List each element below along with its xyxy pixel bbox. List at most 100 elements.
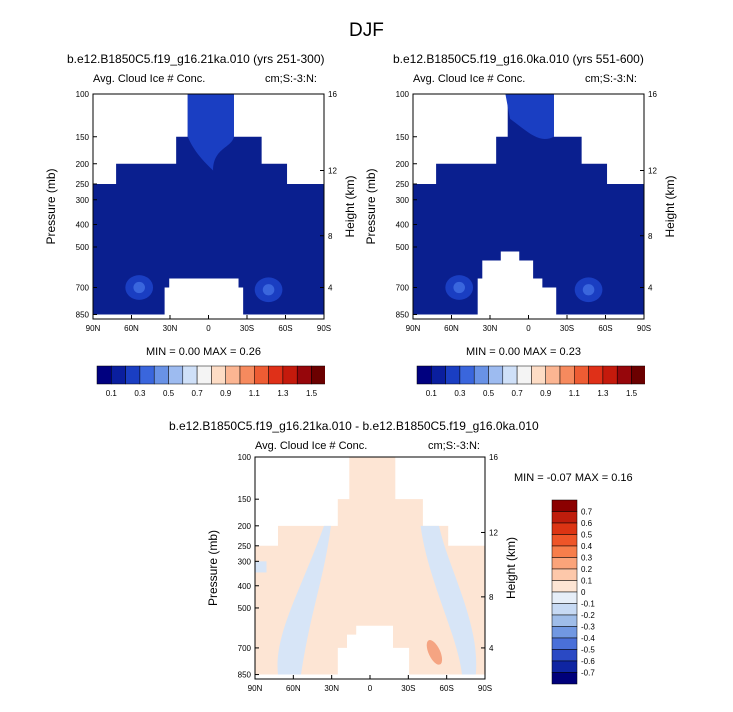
colorbar-label: 0.5 — [581, 531, 593, 540]
lat-tick-label: 60S — [440, 684, 454, 693]
upper-core-region — [187, 94, 234, 171]
pressure-tick-label: 850 — [396, 311, 410, 320]
pressure-tick-label: 500 — [396, 243, 410, 252]
colorbar-swatch — [431, 365, 446, 385]
colorbar-swatch — [551, 568, 578, 581]
pressure-tick-label: 400 — [76, 221, 90, 230]
colorbar-swatch — [488, 365, 504, 385]
pressure-tick-label: 200 — [76, 160, 90, 169]
lat-tick-label: 90S — [317, 324, 331, 333]
colorbar-label: -0.2 — [581, 611, 595, 620]
colorbar-swatch — [551, 499, 578, 512]
height-tick-label: 12 — [489, 528, 498, 537]
pressure-tick-label: 100 — [396, 90, 410, 99]
colorbar-swatch — [551, 591, 578, 604]
colorbar-swatch — [551, 511, 578, 524]
colorbar-swatch — [445, 365, 461, 385]
pressure-tick-label: 250 — [396, 180, 410, 189]
height-tick-label: 16 — [489, 453, 498, 462]
height-tick-label: 12 — [328, 167, 337, 176]
pressure-tick-label: 850 — [76, 311, 90, 320]
colorbar-swatch — [631, 365, 645, 385]
lat-tick-label: 30N — [324, 684, 339, 693]
colorbar-label: -0.4 — [581, 634, 595, 643]
pressure-tick-label: 700 — [396, 284, 410, 293]
panel-2-case-title: b.e12.B1850C5.f19_g16.0ka.010 (yrs 551-6… — [393, 52, 644, 66]
panel-3-case-title: b.e12.B1850C5.f19_g16.21ka.010 - b.e12.B… — [169, 419, 539, 433]
colorbar-swatch — [459, 365, 475, 385]
low-level-blob-core — [262, 284, 275, 296]
colorbar-label: 0.9 — [220, 389, 232, 398]
lat-tick-label: 30S — [401, 684, 415, 693]
lat-tick-label: 60N — [124, 324, 139, 333]
positive-difference-blob — [426, 640, 443, 665]
lat-tick-label: 30S — [560, 324, 574, 333]
lat-tick-label: 30S — [240, 324, 254, 333]
pressure-tick-label: 150 — [238, 495, 252, 504]
pressure-tick-label: 500 — [238, 604, 252, 613]
colorbar-swatch — [254, 365, 269, 385]
height-tick-label: 8 — [489, 593, 494, 602]
colorbar-label: -0.1 — [581, 600, 595, 609]
pressure-tick-label: 300 — [76, 196, 90, 205]
colorbar-swatch — [551, 557, 578, 570]
colorbar-label: 1.1 — [249, 389, 261, 398]
pressure-tick-label: 250 — [76, 180, 90, 189]
pressure-tick-label: 400 — [238, 582, 252, 591]
figure-title: DJF — [349, 20, 384, 41]
colorbar-swatch — [551, 603, 578, 616]
negative-difference-region — [255, 561, 267, 573]
lat-tick-label: 60N — [444, 324, 459, 333]
colorbar-label: 0.9 — [540, 389, 552, 398]
colorbar-label: 1.3 — [597, 389, 609, 398]
colorbar-swatch — [551, 637, 578, 650]
colorbar-swatch — [545, 365, 561, 385]
panel-1-units-label: cm;S:-3:N: — [265, 73, 317, 85]
colorbar-diff: 0.7 0.6 0.5 0.4 0.3 0.2 0.1 0 -0.1 -0.2 -0.3 -0.4 -0… — [551, 499, 595, 685]
surface-mask — [477, 251, 557, 315]
y-axis-right-label: Height (km) — [504, 537, 518, 599]
lat-tick-label: 30N — [483, 324, 498, 333]
panel-3-plot: 100 150 200 250 300 400 500 700 850 16 12 8 4 90N 60N 3… — [206, 453, 518, 693]
panel-1-plot: 100 150 200 250 300 400 500 700 850 16 12 8 4 90N 60N 3… — [44, 90, 357, 333]
pressure-tick-label: 150 — [76, 133, 90, 142]
height-tick-label: 4 — [328, 284, 333, 293]
colorbar-swatch — [551, 580, 578, 593]
panel-1-min-max: MIN = 0.00 MAX = 0.26 — [146, 346, 261, 358]
colorbar-swatch — [551, 614, 578, 627]
y-axis-label: Pressure (mb) — [364, 168, 378, 244]
colorbar-label: -0.7 — [581, 669, 595, 678]
colorbar-label: 0.2 — [581, 565, 593, 574]
pressure-tick-label: 500 — [76, 243, 90, 252]
colorbar-label: 0.1 — [581, 577, 593, 586]
colorbar-swatch — [551, 649, 578, 662]
colorbar-label: 0.3 — [581, 554, 593, 563]
pressure-tick-label: 700 — [76, 284, 90, 293]
height-tick-label: 16 — [648, 90, 657, 99]
panel-2-plot: 100 150 200 250 300 400 500 700 850 16 12 8 4 90N 60N 3… — [364, 90, 677, 333]
colorbar-label: -0.3 — [581, 623, 595, 632]
colorbar-label: 0.3 — [454, 389, 466, 398]
lat-tick-label: 90N — [406, 324, 421, 333]
colorbar-swatch — [531, 365, 546, 385]
colorbar-swatch — [182, 365, 198, 385]
colorbar-swatch — [551, 672, 578, 685]
colorbar-label: 0.6 — [581, 519, 593, 528]
colorbar-label: 0.7 — [581, 508, 593, 517]
y-axis-right-label: Height (km) — [343, 175, 357, 237]
colorbar-label: 1.5 — [626, 389, 638, 398]
panel-2-min-max: MIN = 0.00 MAX = 0.23 — [466, 346, 581, 358]
surface-mask — [337, 625, 410, 675]
lat-tick-label: 90N — [248, 684, 263, 693]
colorbar-swatch — [196, 365, 212, 385]
colorbar-swatch — [96, 365, 112, 385]
colorbar-label: 0.1 — [106, 389, 118, 398]
low-level-blob-core — [133, 281, 145, 294]
height-tick-label: 8 — [648, 232, 653, 241]
colorbar-swatch — [168, 365, 184, 385]
colorbar-swatch — [574, 365, 589, 385]
panel-3-units-label: cm;S:-3:N: — [428, 440, 480, 452]
colorbar-swatch — [296, 365, 312, 385]
colorbar-swatch — [616, 365, 632, 385]
lat-tick-label: 90N — [86, 324, 101, 333]
